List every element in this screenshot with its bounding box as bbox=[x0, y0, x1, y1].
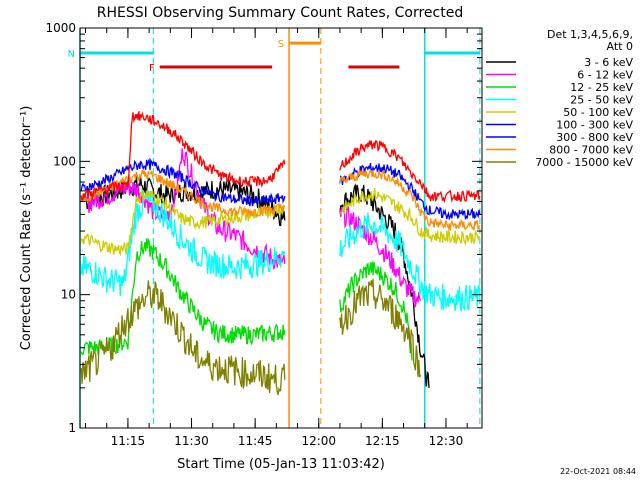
legend-label-6: 300 - 800 keV bbox=[556, 131, 633, 144]
series-line-8-0 bbox=[80, 280, 286, 396]
x-tick-label-4: 12:15 bbox=[365, 434, 400, 448]
y-tick-label-1: 10 bbox=[61, 288, 76, 302]
series-1 bbox=[84, 148, 422, 308]
series-5 bbox=[80, 157, 481, 221]
series-line-4-1 bbox=[339, 188, 481, 246]
legend-label-2: 12 - 25 keV bbox=[570, 81, 633, 94]
series-line-0-1 bbox=[339, 183, 430, 388]
series-2 bbox=[80, 237, 413, 361]
series-line-1-1 bbox=[339, 205, 422, 308]
series-3 bbox=[80, 190, 481, 312]
series-line-5-0 bbox=[80, 157, 286, 207]
legend-label-8: 7000 - 15000 keV bbox=[535, 156, 633, 169]
flag-label-F: F bbox=[149, 63, 155, 74]
series-line-5-1 bbox=[339, 162, 481, 221]
flag-label-S: S bbox=[278, 39, 284, 50]
legend-label-5: 100 - 300 keV bbox=[556, 119, 633, 132]
legend-label-0: 3 - 6 keV bbox=[584, 56, 633, 69]
legend-label-3: 25 - 50 keV bbox=[570, 94, 633, 107]
series-line-1-0 bbox=[84, 148, 286, 270]
legend-label-1: 6 - 12 keV bbox=[577, 69, 633, 82]
series-4 bbox=[80, 188, 481, 257]
series-line-3-0 bbox=[80, 190, 286, 297]
series-line-3-1 bbox=[339, 212, 481, 312]
axes: 1 10 100 1000 11:15 11:30 11:45 12:00 12:15 12:30 bbox=[45, 21, 482, 448]
legend-label-7: 800 - 7000 keV bbox=[549, 144, 633, 157]
plot-frame bbox=[79, 27, 483, 429]
series-line-7-1 bbox=[339, 169, 481, 231]
flag-label-N: N bbox=[68, 49, 75, 60]
legend-header-line-1: Det 1,3,4,5,6,9, bbox=[547, 28, 633, 41]
legend-header-line-2: Att 0 bbox=[607, 40, 633, 53]
y-tick-label-0: 1 bbox=[68, 421, 76, 435]
x-tick-label-5: 12:30 bbox=[429, 434, 464, 448]
x-axis-label: Start Time (05-Jan-13 11:03:42) bbox=[177, 457, 385, 472]
footer-date: 22-Oct-2021 08:44 bbox=[560, 467, 636, 476]
series-line-2-1 bbox=[339, 261, 413, 361]
x-tick-label-1: 11:30 bbox=[174, 434, 209, 448]
x-tick-label-3: 12:00 bbox=[301, 434, 336, 448]
legend-label-4: 50 - 100 keV bbox=[563, 106, 633, 119]
series-line-8-1 bbox=[339, 279, 422, 378]
plot-area: N F S bbox=[68, 28, 481, 428]
chart-title: RHESSI Observing Summary Count Rates, Co… bbox=[97, 5, 463, 21]
series-line-top-1 bbox=[339, 140, 481, 204]
y-tick-label-2: 100 bbox=[53, 154, 76, 168]
series-8 bbox=[80, 279, 422, 396]
series-line-2-0 bbox=[80, 237, 286, 356]
series-line-4-0 bbox=[80, 189, 286, 257]
y-axis-label: Corrected Count Rate (s⁻¹ detector⁻¹) bbox=[19, 106, 34, 351]
y-tick-label-3: 1000 bbox=[45, 21, 76, 35]
x-tick-label-0: 11:15 bbox=[111, 434, 146, 448]
series-top bbox=[80, 111, 481, 204]
x-tick-label-2: 11:45 bbox=[238, 434, 273, 448]
series-line-top-0 bbox=[80, 111, 286, 202]
